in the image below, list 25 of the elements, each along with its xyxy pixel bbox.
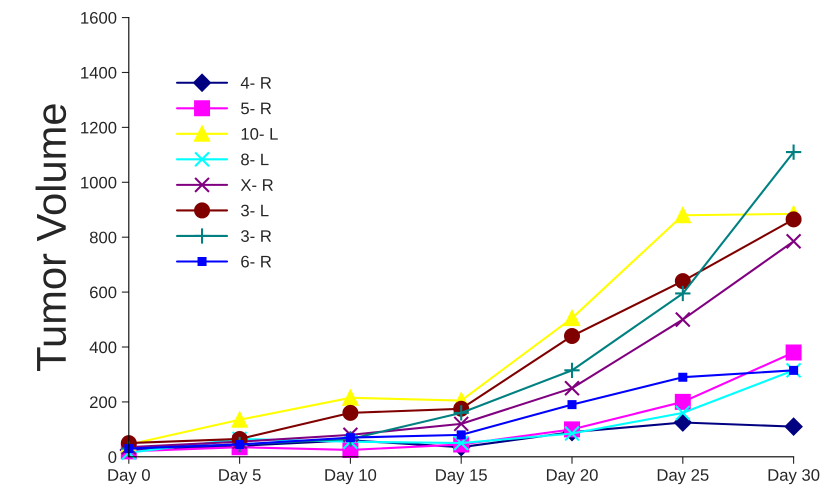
- x-tick-label: Day 30: [768, 469, 820, 484]
- legend-label: 4- R: [240, 77, 272, 89]
- y-tick-label: 800: [90, 232, 116, 244]
- x-tick-label: Day 15: [436, 469, 487, 484]
- x-tick-label: Day 10: [325, 469, 376, 484]
- y-tick-label: 200: [90, 396, 116, 408]
- y-tick-label: 1600: [81, 12, 116, 24]
- y-tick-label: 400: [90, 341, 116, 354]
- legend-label: X- R: [240, 179, 273, 191]
- x-tick-label: Day 5: [219, 469, 261, 484]
- legend-label: 10- L: [242, 128, 278, 140]
- legend-label: 5- R: [241, 102, 272, 114]
- x-tick-label: Day 25: [658, 469, 709, 484]
- x-tick-label: Day 20: [546, 469, 598, 484]
- y-tick-label: 600: [90, 286, 116, 298]
- legend-label: 8- L: [241, 154, 269, 166]
- y-tick-label: 1000: [81, 176, 116, 188]
- legend-label: 3- R: [241, 230, 272, 242]
- y-tick-label: 0: [108, 451, 116, 464]
- x-tick-label: Day 0: [108, 469, 150, 484]
- legend-label: 6- R: [241, 256, 272, 268]
- legend-label: 3- L: [241, 204, 269, 216]
- y-tick-label: 1200: [81, 122, 116, 134]
- y-axis-title: Tumor Volume: [36, 104, 66, 371]
- y-tick-label: 1400: [81, 66, 116, 79]
